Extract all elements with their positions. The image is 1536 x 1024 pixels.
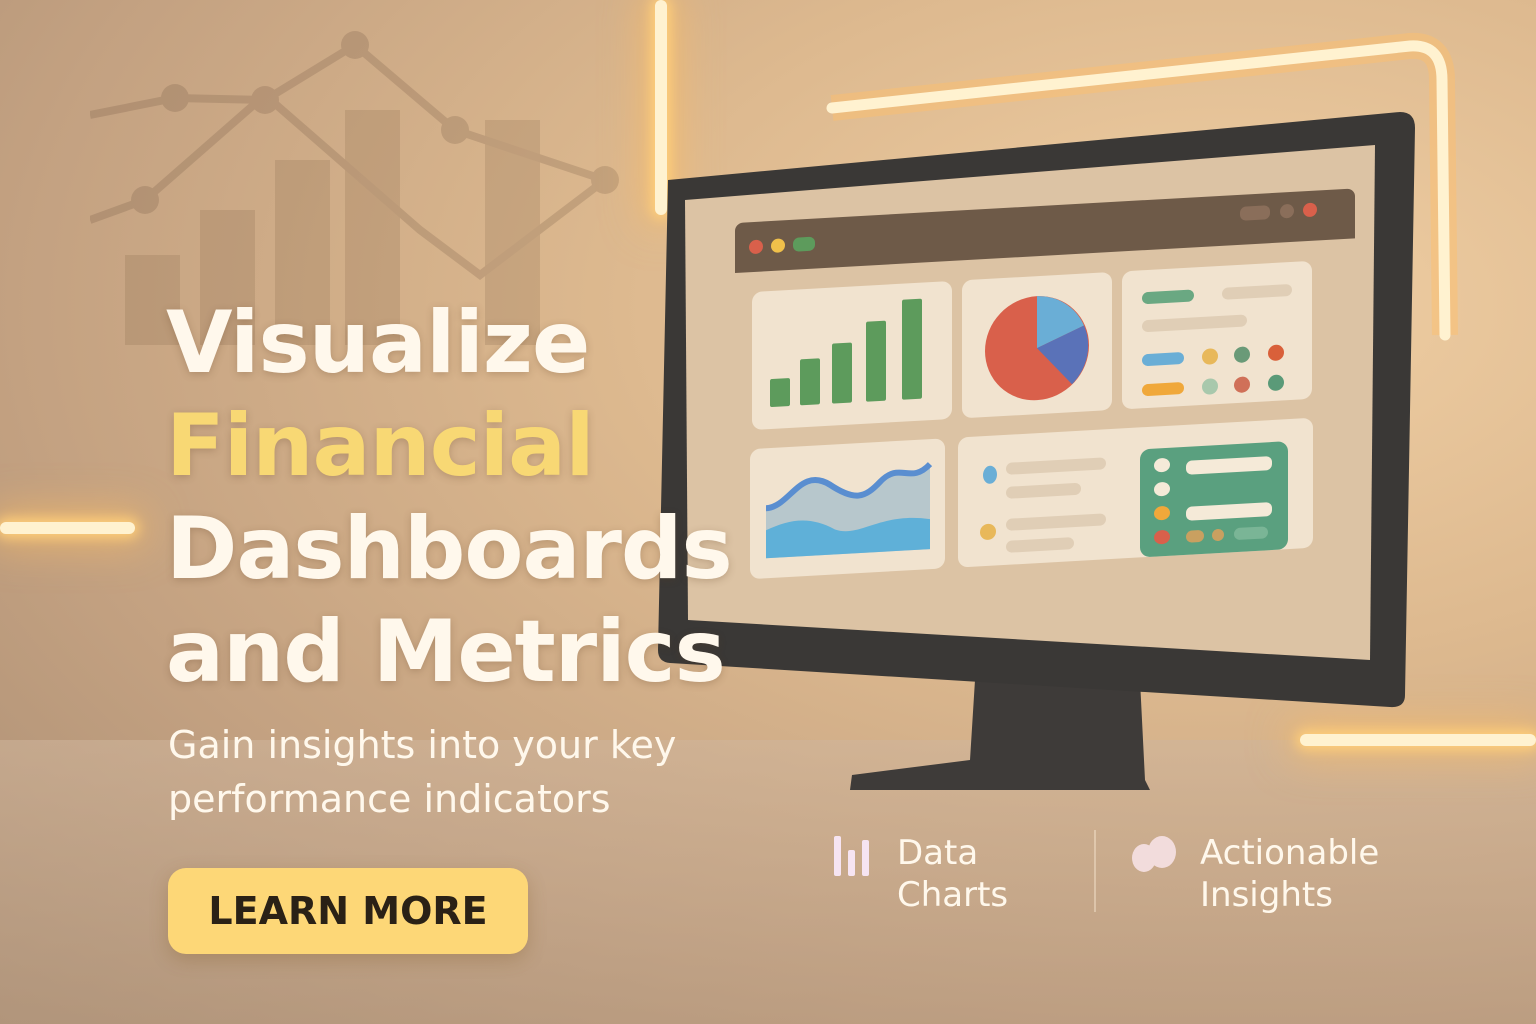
window-titlebar <box>735 188 1355 274</box>
titlebar-control[interactable] <box>1280 203 1294 219</box>
bar <box>866 320 886 402</box>
bar <box>770 377 790 408</box>
green-list-card <box>1140 441 1288 558</box>
bar-chart-icon <box>834 836 872 876</box>
subtitle-line: performance indicators <box>168 777 611 821</box>
bar <box>902 298 922 400</box>
bar-chart-panel <box>752 280 952 431</box>
area-chart <box>765 461 933 559</box>
pie-chart <box>985 296 1089 401</box>
blob-insights-icon <box>1132 836 1176 872</box>
neon-light-bottom-right <box>1300 734 1536 746</box>
neon-light-top <box>826 32 1458 341</box>
titlebar-close-icon[interactable] <box>1303 202 1317 218</box>
maximize-dot-icon[interactable] <box>793 236 815 252</box>
neon-light-left <box>0 522 135 534</box>
feature-label: Charts <box>897 875 1009 915</box>
area-chart-panel <box>750 438 945 580</box>
feature-label: Actionable <box>1200 833 1380 873</box>
headline-line: and Metrics <box>166 602 726 702</box>
feature-actionable-insights: Actionable Insights <box>1200 832 1379 916</box>
flame-icon <box>980 523 996 541</box>
monitor-stand <box>850 680 1150 790</box>
feature-divider <box>1094 830 1096 912</box>
subtitle: Gain insights into your key performance … <box>168 718 676 826</box>
background-chart-decoration <box>90 31 619 345</box>
headline: Visualize Financial Dashboards and Metri… <box>166 292 733 704</box>
activity-panel <box>958 417 1313 568</box>
pie-chart-panel <box>962 271 1112 419</box>
feature-label: Insights <box>1200 875 1333 915</box>
feature-data-charts: Data Charts <box>897 832 1008 916</box>
close-dot-icon[interactable] <box>749 239 763 255</box>
minimize-dot-icon[interactable] <box>771 238 785 254</box>
headline-line: Visualize <box>166 293 590 393</box>
headline-highlight: Financial <box>166 396 595 496</box>
subtitle-line: Gain insights into your key <box>168 723 677 767</box>
titlebar-control[interactable] <box>1240 205 1270 221</box>
headline-line: Dashboards <box>166 499 733 599</box>
learn-more-button[interactable]: LEARN MORE <box>168 868 528 954</box>
dashboard-screen <box>700 154 1355 630</box>
feature-label: Data <box>897 833 979 873</box>
neon-light-vertical <box>655 0 667 215</box>
bar <box>832 342 852 404</box>
bar <box>800 358 820 406</box>
status-list-panel <box>1122 260 1312 410</box>
